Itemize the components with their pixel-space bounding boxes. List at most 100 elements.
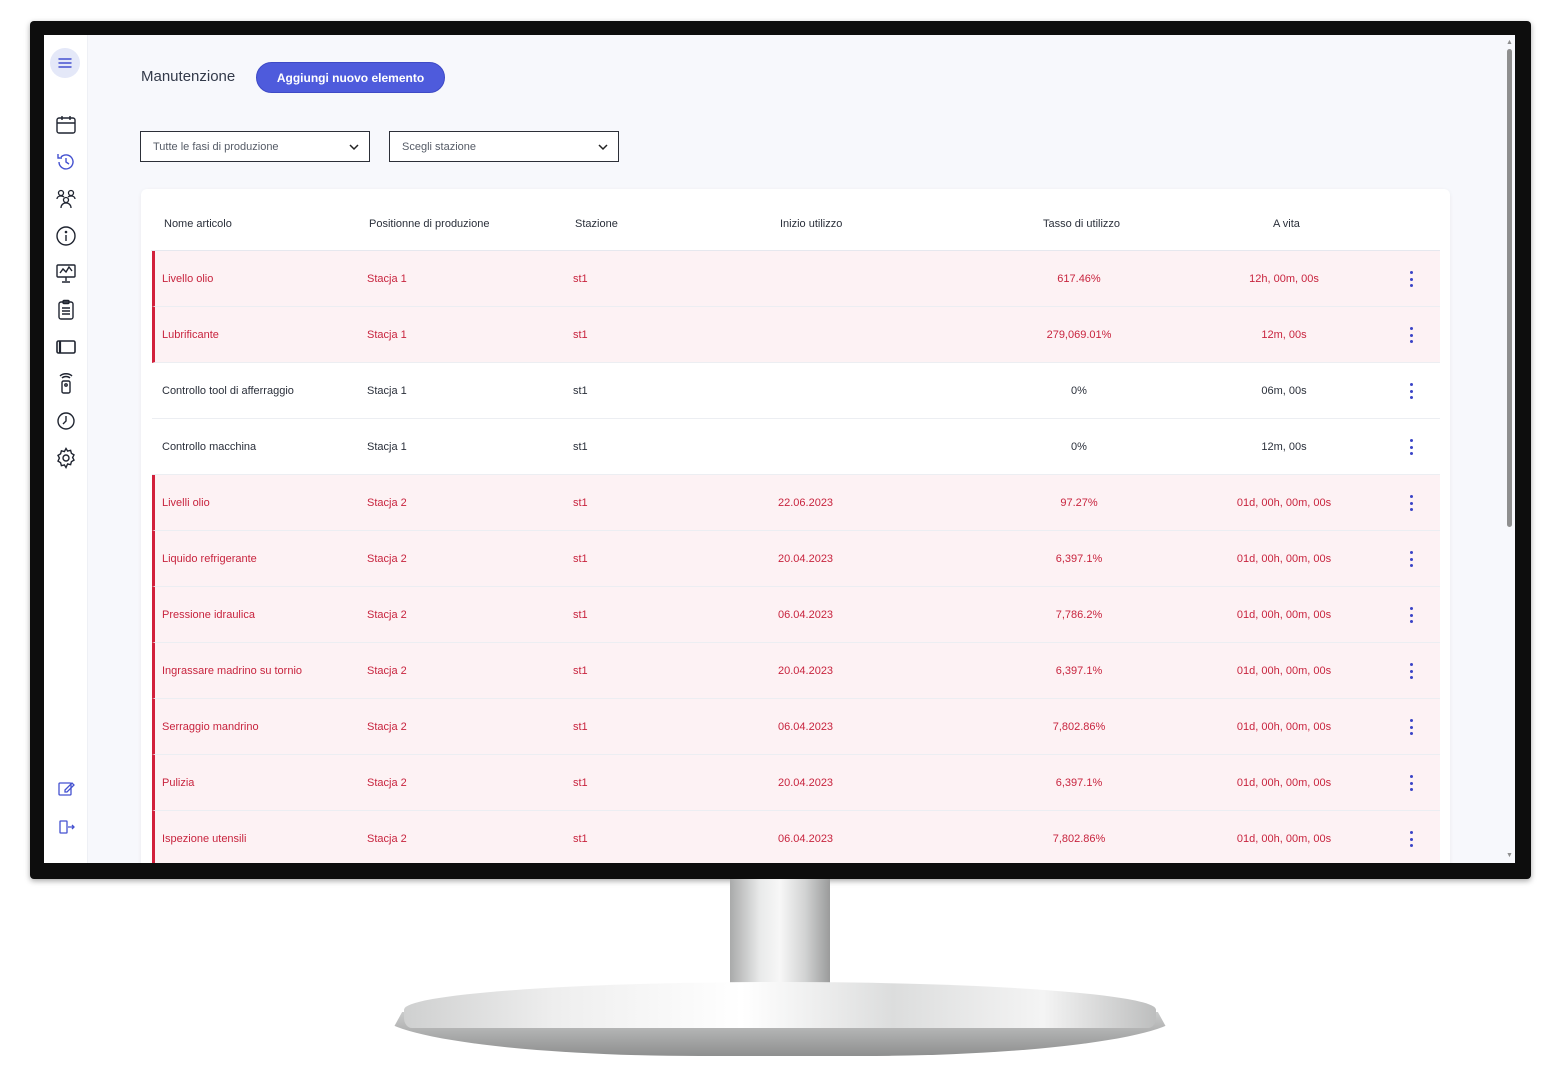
table-row[interactable]: Pressione idraulica Stacja 2 st1 06.04.2023… <box>152 587 1440 643</box>
cell-start: 06.04.2023 <box>778 721 834 733</box>
more-options-icon[interactable] <box>1407 439 1415 455</box>
more-options-icon[interactable] <box>1407 775 1415 791</box>
cell-life: 12h, 00m, 00s <box>1249 273 1319 285</box>
cell-station: st1 <box>573 497 588 509</box>
cell-position: Stacja 2 <box>367 553 407 565</box>
cell-start: 22.06.2023 <box>778 497 834 509</box>
header-rate[interactable]: Tasso di utilizzo <box>1043 218 1121 230</box>
gear-icon[interactable] <box>55 447 77 469</box>
remote-icon[interactable] <box>55 373 77 395</box>
team-icon[interactable] <box>55 188 77 210</box>
table-row[interactable]: Pulizia Stacja 2 st1 20.04.2023 6,397.1% 01d,… <box>152 755 1440 811</box>
scroll-thumb[interactable] <box>1507 49 1512 527</box>
table-row[interactable]: Controllo macchina Stacja 1 st1 0% 12m, 00s <box>152 419 1440 475</box>
cell-start: 06.04.2023 <box>778 609 834 621</box>
cell-position: Stacja 2 <box>367 665 407 677</box>
cell-life: 01d, 00h, 00m, 00s <box>1236 833 1332 845</box>
monitor-stand-base <box>404 982 1156 1028</box>
cell-start: 20.04.2023 <box>778 553 834 565</box>
cell-rate: 0% <box>1071 441 1087 453</box>
more-options-icon[interactable] <box>1407 551 1415 567</box>
table-row[interactable]: Serraggio mandrino Stacja 2 st1 06.04.2023 7… <box>152 699 1440 755</box>
cell-position: Stacja 1 <box>367 441 407 453</box>
sidebar <box>44 35 88 863</box>
more-options-icon[interactable] <box>1407 383 1415 399</box>
cell-position: Stacja 1 <box>367 273 407 285</box>
table-row[interactable]: Controllo tool di afferraggio Stacja 1 st1… <box>152 363 1440 419</box>
cell-station: st1 <box>573 777 588 789</box>
scroll-down-icon[interactable]: ▼ <box>1506 852 1513 859</box>
add-item-button[interactable]: Aggiungi nuovo elemento <box>256 62 445 93</box>
more-options-icon[interactable] <box>1407 495 1415 511</box>
cell-position: Stacja 1 <box>367 385 407 397</box>
table-row[interactable]: Liquido refrigerante Stacja 2 st1 20.04.202… <box>152 531 1440 587</box>
station-select-value: Scegli stazione <box>402 140 476 153</box>
table-row[interactable]: Ispezione utensili Stacja 2 st1 06.04.2023 7… <box>152 811 1440 863</box>
more-options-icon[interactable] <box>1407 719 1415 735</box>
cell-rate: 7,802.86% <box>1052 833 1106 845</box>
more-options-icon[interactable] <box>1407 271 1415 287</box>
cell-life: 01d, 00h, 00m, 00s <box>1236 609 1332 621</box>
tablet-icon[interactable] <box>55 336 77 358</box>
table-header: Nome articolo Positionne di produzione S… <box>151 189 1440 251</box>
cell-station: st1 <box>573 273 588 285</box>
clipboard-icon[interactable] <box>55 299 77 321</box>
scrollbar[interactable]: ▲ ▼ <box>1505 39 1513 859</box>
screen: Manutenzione Aggiungi nuovo elemento Tut… <box>44 35 1515 863</box>
chevron-down-icon <box>598 144 608 151</box>
cell-station: st1 <box>573 833 588 845</box>
more-options-icon[interactable] <box>1407 663 1415 679</box>
station-select[interactable]: Scegli stazione <box>389 131 619 162</box>
header-station[interactable]: Stazione <box>575 218 618 230</box>
cell-station: st1 <box>573 385 588 397</box>
cell-life: 01d, 00h, 00m, 00s <box>1236 553 1332 565</box>
header-life[interactable]: A vita <box>1273 218 1300 230</box>
header-name[interactable]: Nome articolo <box>164 218 232 230</box>
cell-name: Lubrificante <box>162 329 219 341</box>
more-options-icon[interactable] <box>1407 831 1415 847</box>
clock-icon[interactable] <box>55 410 77 432</box>
calendar-icon[interactable] <box>55 114 77 136</box>
cell-start: 20.04.2023 <box>778 665 834 677</box>
cell-position: Stacja 2 <box>367 609 407 621</box>
cell-name: Livelli olio <box>162 497 210 509</box>
cell-station: st1 <box>573 441 588 453</box>
cell-life: 01d, 00h, 00m, 00s <box>1236 777 1332 789</box>
cell-rate: 617.46% <box>1057 273 1101 285</box>
cell-position: Stacja 1 <box>367 329 407 341</box>
monitor-frame: Manutenzione Aggiungi nuovo elemento Tut… <box>30 21 1531 879</box>
cell-rate: 6,397.1% <box>1055 665 1103 677</box>
cell-rate: 6,397.1% <box>1055 777 1103 789</box>
cell-name: Controllo macchina <box>162 441 257 453</box>
scroll-up-icon[interactable]: ▲ <box>1506 39 1513 46</box>
monitor-stand-neck <box>730 879 830 987</box>
cell-rate: 279,069.01% <box>1046 329 1112 341</box>
info-icon[interactable] <box>55 225 77 247</box>
cell-rate: 97.27% <box>1060 497 1098 509</box>
menu-icon <box>58 58 72 68</box>
cell-start: 06.04.2023 <box>778 833 834 845</box>
logout-icon[interactable] <box>55 816 77 838</box>
table-row[interactable]: Livelli olio Stacja 2 st1 22.06.2023 97.27% 0… <box>152 475 1440 531</box>
maintenance-table: Nome articolo Positionne di produzione S… <box>141 189 1450 863</box>
cell-name: Serraggio mandrino <box>162 721 259 733</box>
more-options-icon[interactable] <box>1407 607 1415 623</box>
phase-select[interactable]: Tutte le fasi di produzione <box>140 131 370 162</box>
more-options-icon[interactable] <box>1407 327 1415 343</box>
table-row[interactable]: Ingrassare madrino su tornio Stacja 2 st1 2… <box>152 643 1440 699</box>
cell-name: Ingrassare madrino su tornio <box>162 665 303 677</box>
table-row[interactable]: Lubrificante Stacja 1 st1 279,069.01% 12m, 0… <box>152 307 1440 363</box>
history-icon[interactable] <box>55 151 77 173</box>
cell-position: Stacja 2 <box>367 833 407 845</box>
header-position[interactable]: Positionne di produzione <box>369 218 490 230</box>
header-start[interactable]: Inizio utilizzo <box>780 218 843 230</box>
chevron-down-icon <box>349 144 359 151</box>
cell-name: Pressione idraulica <box>162 609 255 621</box>
monitor-chart-icon[interactable] <box>55 262 77 284</box>
cell-life: 01d, 00h, 00m, 00s <box>1236 665 1332 677</box>
edit-icon[interactable] <box>55 777 77 799</box>
cell-station: st1 <box>573 665 588 677</box>
menu-button[interactable] <box>50 48 80 78</box>
cell-life: 12m, 00s <box>1261 329 1307 341</box>
table-row[interactable]: Livello olio Stacja 1 st1 617.46% 12h, 00m, … <box>152 251 1440 307</box>
